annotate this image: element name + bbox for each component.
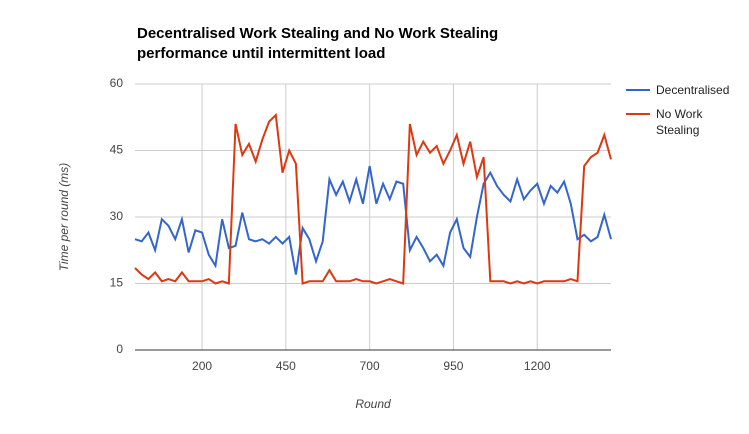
chart-title: Decentralised Work Stealing and No Work … xyxy=(137,25,499,62)
y-tick-label: 15 xyxy=(110,276,124,290)
y-tick-label: 0 xyxy=(116,342,123,356)
y-tick-label: 30 xyxy=(110,209,124,223)
y-axis-label: Time per round (ms) xyxy=(57,163,71,272)
legend-swatch xyxy=(626,89,650,91)
x-tick-label: 450 xyxy=(276,359,296,373)
x-axis-label: Round xyxy=(355,397,391,411)
y-tick-label: 60 xyxy=(110,76,124,90)
x-tick-label: 200 xyxy=(192,359,212,373)
legend-label: No Work Stealing xyxy=(656,107,703,137)
x-tick-label: 1200 xyxy=(524,359,551,373)
y-tick-label: 45 xyxy=(110,143,124,157)
x-tick-label: 950 xyxy=(443,359,463,373)
series-line xyxy=(134,165,612,275)
legend-item: No Work Stealing xyxy=(626,106,746,138)
series-line xyxy=(134,112,612,285)
legend-swatch xyxy=(626,113,650,115)
legend-item: Decentralised xyxy=(626,82,746,98)
legend-label: Decentralised xyxy=(656,83,730,97)
x-tick-label: 700 xyxy=(360,359,380,373)
legend: Decentralised No Work Stealing xyxy=(626,82,746,146)
